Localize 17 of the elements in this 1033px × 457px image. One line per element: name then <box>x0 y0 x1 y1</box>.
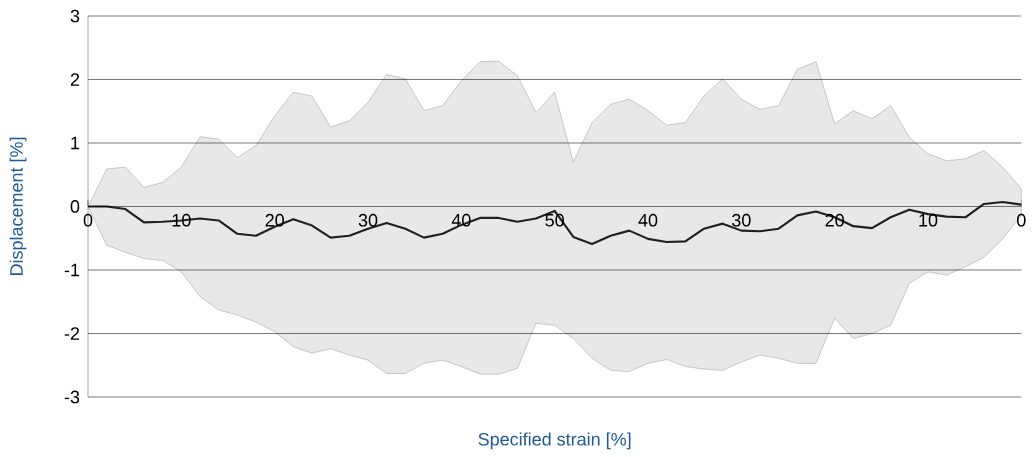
x-tick-label: 40 <box>638 213 658 227</box>
y-tick-label: 2 <box>70 73 80 86</box>
y-tick-label: -1 <box>64 263 80 277</box>
y-tick-label: 0 <box>70 200 80 213</box>
y-tick-label: 3 <box>70 9 80 23</box>
y-tick-label: 1 <box>71 136 80 150</box>
y-tick-label: -2 <box>64 327 80 340</box>
x-tick-label: 0 <box>83 213 93 227</box>
x-tick-label: 30 <box>732 213 751 227</box>
x-tick-label: 10 <box>919 213 938 227</box>
x-tick-label: 0 <box>1017 213 1026 227</box>
x-axis-title: Specified strain [%] <box>478 432 631 450</box>
y-axis-title: Displacement [%] <box>9 137 27 276</box>
x-tick-label: 30 <box>358 213 378 227</box>
y-tick-label: -3 <box>64 390 80 404</box>
x-tick-label: 20 <box>265 213 284 227</box>
x-tick-label: 40 <box>451 213 471 227</box>
